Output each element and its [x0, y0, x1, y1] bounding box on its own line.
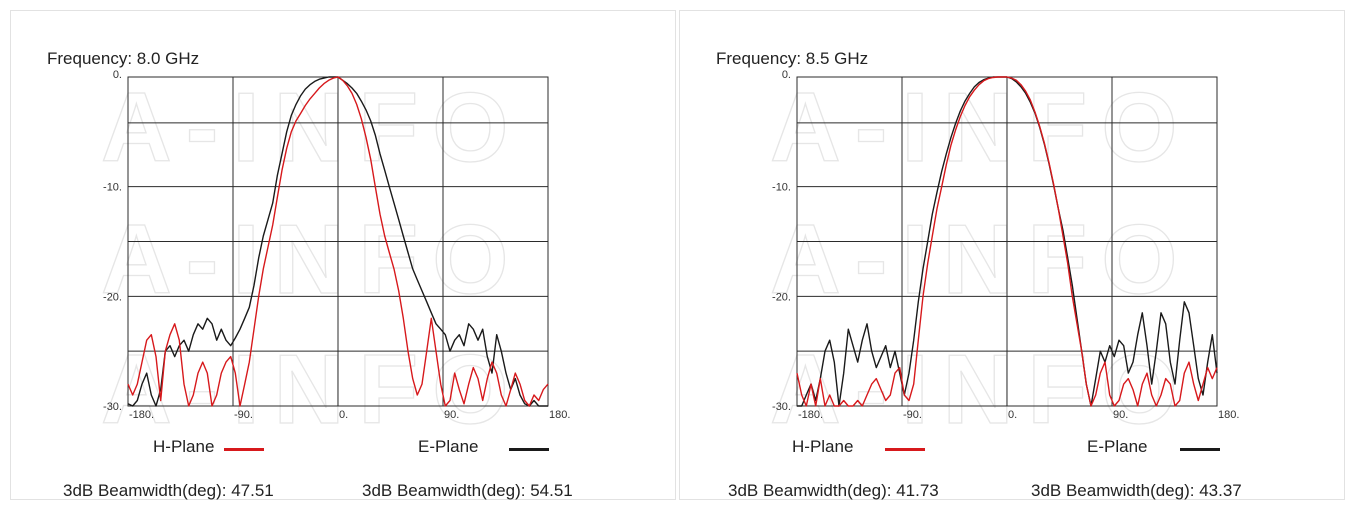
legend-label-e-plane: E-Plane [1087, 437, 1148, 456]
y-tick-label: -30. [103, 401, 122, 413]
series-line-h-plane [796, 76, 1218, 407]
y-tick-label: -20. [103, 291, 122, 303]
legend-swatch-h-plane [885, 448, 925, 451]
radiation-pattern-card-left: Frequency: 8.0 GHz A-INFO A-INFO A-INFO 0. -… [10, 10, 676, 500]
x-tick-label: 90. [444, 409, 459, 421]
watermark: A-INFO A-INFO A-INFO [769, 71, 1192, 431]
watermark-text: A-INFO [101, 204, 523, 314]
y-tick-label: -30. [772, 401, 791, 413]
beamwidth-e-plane: 3dB Beamwidth(deg): 54.51 [362, 481, 573, 500]
y-tick-label: -10. [103, 182, 122, 194]
y-tick-label: 0. [113, 69, 122, 81]
legend-label-e-plane: E-Plane [418, 437, 479, 456]
legend-swatch-e-plane [509, 448, 549, 451]
legend-swatch-e-plane [1180, 448, 1220, 451]
x-tick-label: -180. [798, 409, 823, 421]
beamwidth-e-plane: 3dB Beamwidth(deg): 43.37 [1031, 481, 1242, 500]
watermark-text: A-INFO [770, 334, 1192, 431]
series-line-h-plane [127, 76, 549, 407]
x-tick-label: 180. [1218, 409, 1239, 421]
x-tick-label: -90. [234, 409, 253, 421]
beamwidth-h-plane: 3dB Beamwidth(deg): 41.73 [728, 481, 939, 500]
beamwidth-h-plane: 3dB Beamwidth(deg): 47.51 [63, 481, 274, 500]
x-tick-label: 180. [549, 409, 570, 421]
watermark-text: A-INFO [101, 72, 523, 182]
legend-label-h-plane: H-Plane [153, 437, 215, 456]
legend-swatch-h-plane [224, 448, 264, 451]
radiation-pattern-card-right: Frequency: 8.5 GHz A-INFO A-INFO A-INFO 0. -… [679, 10, 1345, 500]
y-tick-label: -20. [772, 291, 791, 303]
x-tick-label: -90. [903, 409, 922, 421]
x-tick-label: 0. [339, 409, 348, 421]
watermark-text: A-INFO [770, 72, 1192, 182]
x-tick-label: -180. [129, 409, 154, 421]
y-tick-label: -10. [772, 182, 791, 194]
chart-title: Frequency: 8.0 GHz [47, 49, 200, 68]
chart-title: Frequency: 8.5 GHz [716, 49, 869, 68]
legend-label-h-plane: H-Plane [792, 437, 854, 456]
x-tick-label: 90. [1113, 409, 1128, 421]
watermark-text: A-INFO [770, 204, 1192, 314]
y-tick-label: 0. [782, 69, 791, 81]
x-tick-label: 0. [1008, 409, 1017, 421]
